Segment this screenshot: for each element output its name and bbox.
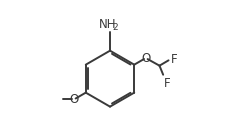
Text: 2: 2 (112, 23, 118, 32)
Text: O: O (70, 93, 79, 106)
Text: F: F (171, 53, 177, 66)
Text: F: F (164, 77, 170, 90)
Text: NH: NH (99, 18, 116, 31)
Text: O: O (141, 52, 150, 64)
